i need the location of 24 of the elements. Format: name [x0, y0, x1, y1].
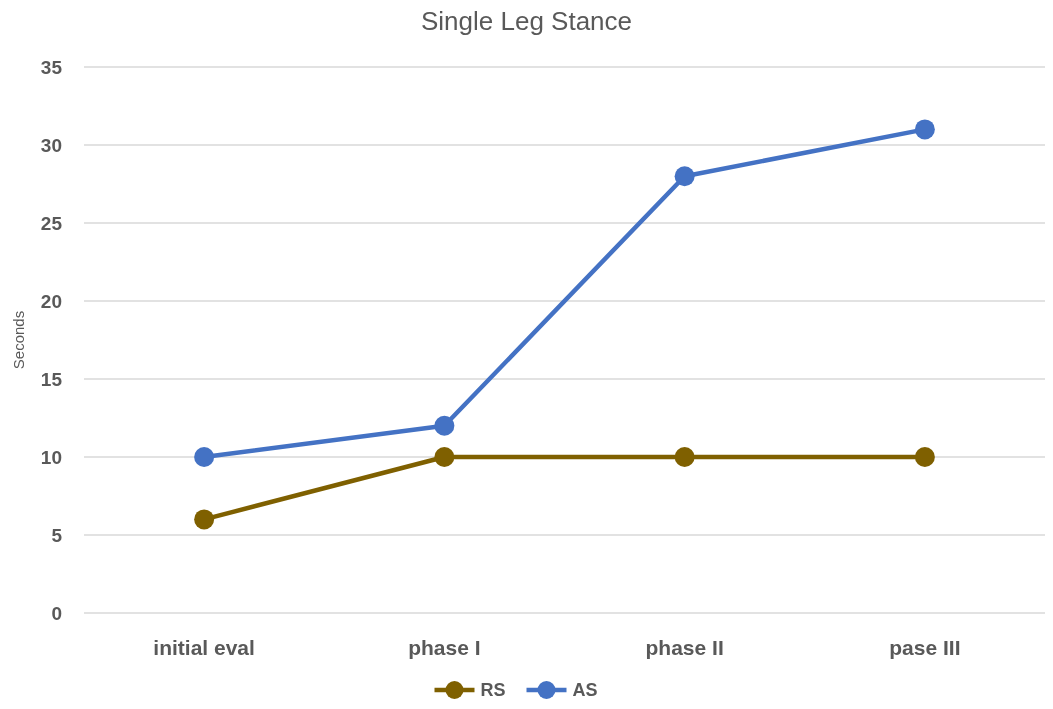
legend-label: AS — [572, 680, 598, 701]
point — [194, 509, 215, 530]
y-tick-label: 35 — [40, 56, 63, 78]
y-tick-label: 25 — [40, 212, 63, 234]
point — [674, 447, 695, 467]
y-tick-label: 15 — [40, 368, 63, 390]
point — [434, 415, 455, 436]
point — [914, 119, 935, 140]
y-tick-label: 20 — [40, 290, 62, 312]
point — [434, 447, 455, 467]
y-tick-label: 0 — [51, 602, 62, 624]
point — [674, 166, 695, 187]
x-tick-label: phase I — [408, 636, 481, 659]
y-tick-label: 5 — [51, 524, 63, 546]
point — [914, 447, 935, 467]
x-tick-label: initial eval — [153, 636, 255, 659]
y-tick-label: 30 — [40, 134, 62, 156]
y-tick-label: 10 — [40, 446, 62, 468]
chart-title: Single Leg Stance — [420, 6, 633, 36]
y-axis-title: Seconds — [10, 310, 27, 370]
point — [194, 447, 215, 467]
x-tick-label: phase II — [645, 636, 724, 659]
x-tick-label: pase III — [889, 636, 961, 659]
legend-label: RS — [480, 680, 506, 701]
